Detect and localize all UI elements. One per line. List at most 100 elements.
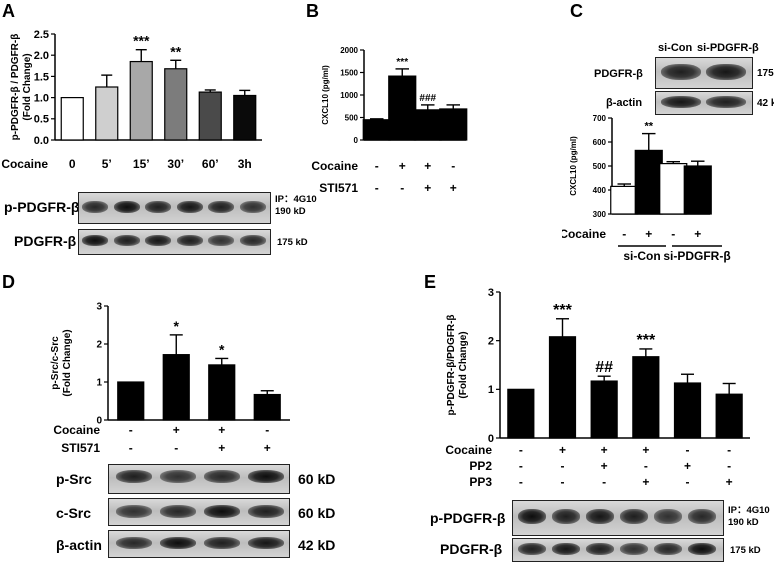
blot-band xyxy=(82,201,108,213)
blot-c-header-2: si-PDGFR-β xyxy=(697,42,759,54)
chart-d-ytick-label: 0 xyxy=(96,416,102,427)
chart-c-row-label: Cocaine xyxy=(562,227,606,241)
chart-e-row-value: - xyxy=(602,475,606,489)
blot-band xyxy=(239,201,266,213)
chart-b-ytick-label: 1000 xyxy=(340,91,358,100)
chart-e-row-value: + xyxy=(601,443,608,457)
blot-band xyxy=(116,537,152,549)
chart-a-bar xyxy=(60,96,84,141)
chart-e-ylabel: (Fold Change) xyxy=(458,331,469,398)
chart-d-ytick-label: 1 xyxy=(96,378,102,389)
chart-a-bar xyxy=(164,68,188,141)
chart-b-row-value: + xyxy=(424,159,431,173)
chart-d-bar xyxy=(208,364,236,421)
chart-c-ytick-label: 300 xyxy=(593,210,607,219)
blot-c-row1-label: PDGFR-β xyxy=(594,68,643,80)
chart-b-row-value: - xyxy=(375,159,379,173)
blot-band xyxy=(518,509,546,524)
blot-a-row1 xyxy=(78,192,271,224)
blot-band xyxy=(661,64,701,80)
blot-band xyxy=(160,537,196,549)
chart-e-bar xyxy=(715,393,743,439)
chart-e-ylabel: p-PDGFR-β/PDGFR-β xyxy=(446,314,457,415)
chart-a-row-value: 5’ xyxy=(102,157,112,171)
chart-b-significance: ### xyxy=(419,93,436,104)
chart-b-row-label: STI571 xyxy=(319,181,358,195)
panel-label-c: C xyxy=(570,1,583,21)
chart-a-row-label: Cocaine xyxy=(1,157,48,171)
chart-b-row-value: + xyxy=(450,181,457,195)
chart-a: 0.0 0.5 1.0 1.5 2.0 2.5 p-PDGFR-β / PDGFR-β (Fo… xyxy=(1,29,262,171)
chart-c-group-label: si-PDGFR-β xyxy=(663,249,730,263)
chart-e-row-value: - xyxy=(519,459,523,473)
chart-e-bar xyxy=(507,388,535,439)
chart-c-bar xyxy=(659,162,688,215)
blot-a-row2 xyxy=(78,229,271,255)
chart-d: 0 1 2 3 p-Src/c-Src (Fold Change) * * Cocaine - + +… xyxy=(50,302,290,455)
chart-e-row-value: - xyxy=(561,475,565,489)
chart-a-bar xyxy=(129,60,153,141)
chart-b-significance: *** xyxy=(396,57,408,68)
chart-b-ytick-label: 2000 xyxy=(340,46,358,55)
chart-d-ytick-label: 2 xyxy=(96,340,102,351)
blot-band xyxy=(661,96,701,108)
chart-e-significance: ## xyxy=(595,359,613,376)
chart-b-row-value: - xyxy=(451,159,455,173)
chart-e-row-value: - xyxy=(519,475,523,489)
blot-band xyxy=(248,505,284,518)
chart-e-row-value: - xyxy=(686,443,690,457)
blot-band xyxy=(116,505,152,518)
blot-a-row1-right: IP：4G10 190 kD xyxy=(275,194,317,217)
blot-band xyxy=(586,509,614,524)
chart-b-ytick-label: 1500 xyxy=(340,68,358,77)
panel-label-d: D xyxy=(2,272,15,292)
chart-b-ylabel: CXCL10 (pg/ml) xyxy=(321,65,330,125)
chart-c-row-value: + xyxy=(645,227,652,241)
chart-a-row-value: 60’ xyxy=(202,157,219,171)
chart-e-row-value: - xyxy=(519,443,523,457)
chart-e-row-value: + xyxy=(559,443,566,457)
chart-c-ylabel: CXCL10 (pg/ml) xyxy=(569,136,578,196)
chart-b-row-label: Cocaine xyxy=(311,159,358,173)
chart-c: 300 400 500 600 700 CXCL10 (pg/ml) ** Cocaine - +… xyxy=(562,114,731,263)
blot-band xyxy=(688,543,716,555)
chart-c-ytick-label: 400 xyxy=(593,186,607,195)
chart-d-row-value: + xyxy=(264,441,271,455)
blot-d-row1-right: 60 kD xyxy=(298,471,336,487)
chart-a-ylabel: p-PDGFR-β / PDGFR-β xyxy=(10,34,21,141)
blot-band xyxy=(688,509,716,524)
blot-band xyxy=(208,201,234,213)
blot-c-row2-label: β-actin xyxy=(606,97,643,109)
blot-band xyxy=(113,201,140,213)
chart-b-ytick-label: 500 xyxy=(345,113,359,122)
blot-e-row2-label: PDGFR-β xyxy=(440,541,503,557)
chart-d-row-label: STI571 xyxy=(61,441,100,455)
chart-a-ytick-label: 1.5 xyxy=(34,71,49,83)
blot-d-row2-label: c-Src xyxy=(56,505,92,521)
blot-band xyxy=(239,235,266,246)
chart-d-significance: * xyxy=(174,318,180,334)
blot-band xyxy=(706,96,746,108)
blot-c-row2-right: 42 kD xyxy=(757,98,774,109)
chart-d-row-value: - xyxy=(265,423,269,437)
panel-label-e: E xyxy=(424,272,437,292)
blot-band xyxy=(176,201,203,213)
chart-e-bar xyxy=(590,380,618,439)
chart-d-row-value: + xyxy=(218,441,225,455)
chart-d-significance: * xyxy=(219,341,225,357)
chart-e-bar xyxy=(673,382,702,439)
chart-e-ytick-label: 1 xyxy=(488,384,494,396)
blot-d-row3-label: β-actin xyxy=(56,537,102,553)
chart-d-bar xyxy=(117,381,145,421)
chart-a-ylabel: (Fold Change) xyxy=(22,53,33,120)
blot-d-row3-right: 42 kD xyxy=(298,537,336,553)
blot-band xyxy=(176,235,203,246)
chart-d-bar xyxy=(162,354,190,421)
chart-c-bar xyxy=(683,165,712,215)
chart-c-ytick-label: 500 xyxy=(593,162,607,171)
blot-band xyxy=(518,543,546,555)
chart-e-ytick-label: 3 xyxy=(488,287,494,299)
chart-e-row-value: - xyxy=(686,475,690,489)
chart-e-row-label: Cocaine xyxy=(445,443,492,457)
blot-band xyxy=(620,509,648,524)
